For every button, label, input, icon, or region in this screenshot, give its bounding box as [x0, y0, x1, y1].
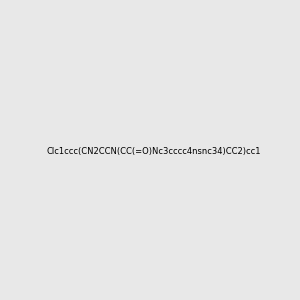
Text: Clc1ccc(CN2CCN(CC(=O)Nc3cccc4nsnc34)CC2)cc1: Clc1ccc(CN2CCN(CC(=O)Nc3cccc4nsnc34)CC2)… — [46, 147, 261, 156]
